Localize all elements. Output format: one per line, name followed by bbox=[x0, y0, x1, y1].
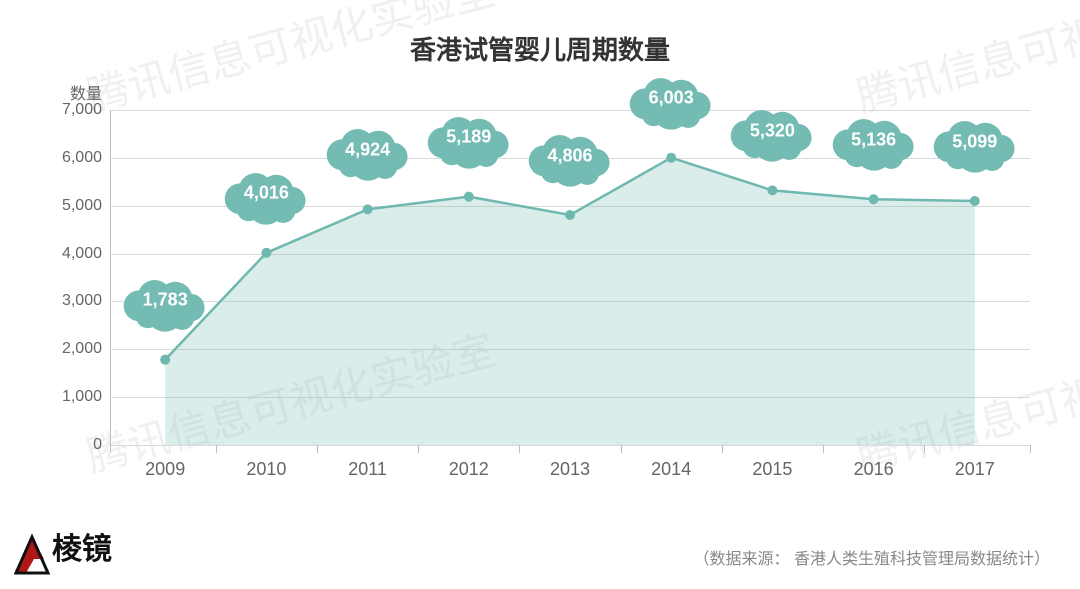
x-tick-label: 2011 bbox=[348, 459, 387, 480]
x-tick-mark bbox=[110, 445, 111, 453]
x-tick-label: 2012 bbox=[449, 459, 489, 480]
x-tick-label: 2015 bbox=[752, 459, 792, 480]
value-bubble-label: 5,320 bbox=[750, 121, 795, 142]
x-tick-mark bbox=[924, 445, 925, 453]
value-bubble: 5,099 bbox=[932, 119, 1018, 173]
x-tick-mark bbox=[1030, 445, 1031, 453]
y-tick-label: 0 bbox=[93, 436, 102, 454]
data-point-marker bbox=[363, 204, 373, 214]
x-tick-label: 2013 bbox=[550, 459, 590, 480]
data-point-marker bbox=[565, 210, 575, 220]
x-tick-mark bbox=[722, 445, 723, 453]
data-point-marker bbox=[767, 185, 777, 195]
grid-line bbox=[110, 445, 1030, 446]
data-source-text: （数据来源： 香港人类生殖科技管理局数据统计） bbox=[694, 545, 1050, 569]
x-tick-mark bbox=[317, 445, 318, 453]
brand-logo: 棱镜 bbox=[14, 519, 124, 575]
x-tick-mark bbox=[216, 445, 217, 453]
value-bubble: 5,136 bbox=[831, 117, 917, 171]
value-bubble: 5,189 bbox=[426, 115, 512, 169]
value-bubble-label: 6,003 bbox=[649, 88, 694, 109]
value-bubble-label: 4,924 bbox=[345, 140, 390, 161]
x-tick-mark bbox=[823, 445, 824, 453]
value-bubble-label: 5,189 bbox=[446, 127, 491, 148]
x-tick-mark bbox=[621, 445, 622, 453]
x-tick-label: 2017 bbox=[955, 459, 995, 480]
value-bubble-label: 4,016 bbox=[244, 183, 289, 204]
chart-title: 香港试管婴儿周期数量 bbox=[0, 30, 1080, 67]
value-bubble: 5,320 bbox=[729, 108, 815, 162]
x-tick-label: 2016 bbox=[854, 459, 894, 480]
y-tick-label: 5,000 bbox=[62, 197, 102, 215]
value-bubble: 4,806 bbox=[527, 133, 613, 187]
y-axis-label: 数量 bbox=[70, 80, 102, 104]
chart-plot-area: 01,0002,0003,0004,0005,0006,0007,0002009… bbox=[110, 110, 1030, 445]
value-bubble: 6,003 bbox=[628, 76, 714, 130]
value-bubble: 4,924 bbox=[325, 127, 411, 181]
y-tick-label: 2,000 bbox=[62, 340, 102, 358]
data-point-marker bbox=[869, 194, 879, 204]
x-tick-mark bbox=[519, 445, 520, 453]
value-bubble: 4,016 bbox=[223, 171, 309, 225]
y-tick-label: 3,000 bbox=[62, 292, 102, 310]
data-point-marker bbox=[464, 192, 474, 202]
y-tick-label: 6,000 bbox=[62, 149, 102, 167]
value-bubble-label: 5,136 bbox=[851, 129, 896, 150]
value-bubble-label: 5,099 bbox=[952, 131, 997, 152]
data-point-marker bbox=[970, 196, 980, 206]
x-tick-label: 2014 bbox=[651, 459, 691, 480]
value-bubble-label: 1,783 bbox=[143, 290, 188, 311]
svg-text:棱镜: 棱镜 bbox=[52, 532, 112, 566]
x-tick-label: 2010 bbox=[246, 459, 286, 480]
data-point-marker bbox=[666, 153, 676, 163]
value-bubble: 1,783 bbox=[122, 278, 208, 332]
data-point-marker bbox=[160, 355, 170, 365]
x-tick-label: 2009 bbox=[145, 459, 185, 480]
y-tick-label: 4,000 bbox=[62, 245, 102, 263]
value-bubble-label: 4,806 bbox=[547, 145, 592, 166]
data-point-marker bbox=[261, 248, 271, 258]
x-tick-mark bbox=[418, 445, 419, 453]
y-tick-label: 1,000 bbox=[62, 388, 102, 406]
